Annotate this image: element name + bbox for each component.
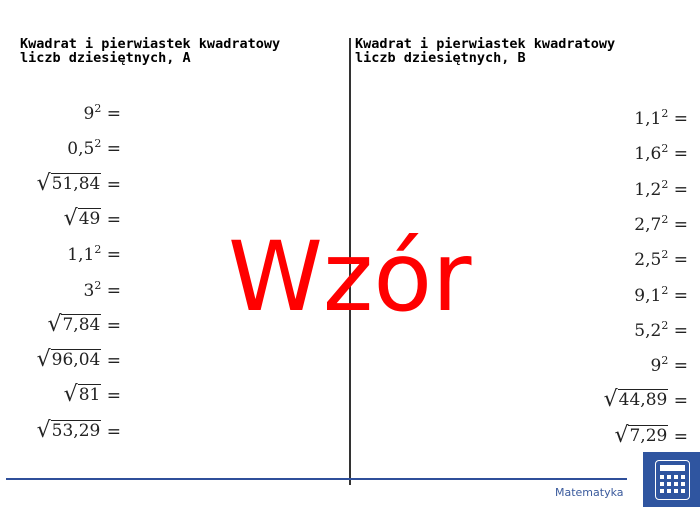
equals-sign: = <box>673 214 688 235</box>
sqrt-expression: √ 44,89 <box>603 387 669 413</box>
base: 1,2 <box>634 179 662 200</box>
exponent: 2 <box>94 278 102 292</box>
exponent: 2 <box>661 107 669 120</box>
exponent: 2 <box>661 142 669 156</box>
exponent: 2 <box>94 102 102 115</box>
exercise-expression: 1,12 = <box>67 243 121 265</box>
exercise-expression: √ 96,04 = <box>36 347 121 373</box>
base: 2,7 <box>634 214 662 235</box>
equals-sign: = <box>673 109 688 129</box>
exercise-expression: 92 = <box>84 102 121 124</box>
exercise-expression: 9,12 = <box>634 284 688 306</box>
exponent: 2 <box>661 354 669 368</box>
base: 1,1 <box>67 245 95 266</box>
exercise-expression: 2,52 = <box>634 248 688 270</box>
worksheet-b-title: Kwadrat i pierwiastek kwadratowy liczb d… <box>355 36 616 66</box>
sqrt-expression: √ 7,84 <box>47 311 102 337</box>
base: 3 <box>83 280 95 301</box>
radicand: 51,84 <box>50 172 102 194</box>
base: 1,6 <box>634 144 662 165</box>
exercise-expression: √ 51,84 = <box>36 170 121 196</box>
exponent: 2 <box>661 177 669 191</box>
worksheet-a-title: Kwadrat i pierwiastek kwadratowy liczb d… <box>20 36 281 66</box>
exercise-expression: 92 = <box>651 354 688 376</box>
exercise-expression: 32 = <box>84 279 121 301</box>
sqrt-expression: √ 96,04 <box>36 347 102 373</box>
base: 9,1 <box>634 285 662 306</box>
equals-sign: = <box>673 250 688 271</box>
exponent: 2 <box>94 243 102 257</box>
equals-sign: = <box>106 280 121 301</box>
radicand: 7,29 <box>628 424 669 446</box>
exponent: 2 <box>661 283 669 297</box>
equals-sign: = <box>106 245 121 266</box>
radicand: 53,29 <box>50 419 102 441</box>
equals-sign: = <box>673 426 688 447</box>
exponent: 2 <box>661 318 669 332</box>
exponent: 2 <box>661 212 669 226</box>
radicand: 81 <box>77 384 102 406</box>
base: 2,5 <box>634 250 662 271</box>
equals-sign: = <box>106 174 121 195</box>
exponent: 2 <box>661 248 669 262</box>
exponent: 2 <box>94 137 102 151</box>
base: 0,5 <box>67 139 95 160</box>
radicand: 44,89 <box>617 389 669 411</box>
equals-sign: = <box>106 139 121 160</box>
equals-sign: = <box>673 179 688 200</box>
base: 5,2 <box>634 320 662 341</box>
exercise-expression: √ 49 = <box>63 205 121 231</box>
sqrt-expression: √ 53,29 <box>36 417 102 443</box>
exercise-expression: √ 81 = <box>63 382 121 408</box>
footer-line <box>6 478 627 480</box>
exercise-expression: 0,52 = <box>67 137 121 159</box>
equals-sign: = <box>673 356 688 377</box>
sqrt-expression: √ 81 <box>63 382 102 408</box>
radicand: 96,04 <box>50 349 102 371</box>
exercise-expression: 2,72 = <box>634 213 688 235</box>
brand-label: Matematyka <box>555 486 624 499</box>
base: 9 <box>83 104 95 124</box>
exercise-expression: √ 7,84 = <box>47 311 121 337</box>
equals-sign: = <box>106 315 121 336</box>
sqrt-expression: √ 49 <box>63 205 102 231</box>
base: 1,1 <box>634 109 662 129</box>
sqrt-expression: √ 7,29 <box>614 422 669 448</box>
sqrt-expression: √ 51,84 <box>36 170 102 196</box>
exercise-expression: 1,12 = <box>634 107 688 129</box>
base: 9 <box>650 356 662 377</box>
calculator-icon <box>643 452 700 507</box>
radicand: 49 <box>77 207 102 229</box>
exercise-expression: 1,22 = <box>634 178 688 200</box>
equals-sign: = <box>106 209 121 230</box>
equals-sign: = <box>673 285 688 306</box>
exercise-expression: 1,62 = <box>634 142 688 164</box>
exercise-expression: √ 44,89 = <box>603 387 688 413</box>
exercise-expression: √ 7,29 = <box>614 422 688 448</box>
column-divider <box>349 38 351 485</box>
exercise-expression: √ 53,29 = <box>36 417 121 443</box>
equals-sign: = <box>673 391 688 412</box>
exercise-expression: 5,22 = <box>634 319 688 341</box>
radicand: 7,84 <box>61 313 102 335</box>
equals-sign: = <box>673 144 688 165</box>
equals-sign: = <box>106 386 121 407</box>
equals-sign: = <box>106 104 121 124</box>
equals-sign: = <box>106 421 121 442</box>
watermark: Wzór <box>228 221 472 333</box>
equals-sign: = <box>106 351 121 372</box>
equals-sign: = <box>673 320 688 341</box>
